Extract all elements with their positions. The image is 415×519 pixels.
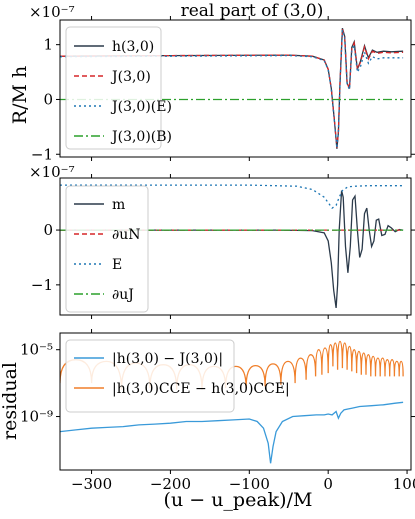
plot-frame-bottom [59, 332, 412, 471]
series-line-1-2 [60, 184, 404, 209]
chart-title: real part of (3,0) [181, 1, 324, 21]
legend-label-0-3: J(3,0)(B) [110, 129, 172, 145]
x-tick-label-2: −100 [229, 475, 270, 493]
x-ticks: −300 −200 −100 0 100 [71, 475, 415, 493]
legend-box-bottom [65, 339, 235, 413]
legend-top: h(3,0) J(3,0) J(3,0)(E) J(3,0)(B) [65, 26, 172, 150]
panel-bottom: residual 10⁻⁹10⁻⁵ |h(3,0) − J(3,0)||h(3,… [0, 329, 415, 511]
x-axis-label: (u − u_peak)/M [164, 489, 313, 511]
legend-label-0-2: J(3,0)(E) [110, 99, 172, 115]
legend-bottom: |h(3,0) − J(3,0)| |h(3,0)CCE − h(3,0)CCE| [65, 339, 290, 413]
x-tick-label-4: 100 [393, 475, 415, 493]
y-tick-label-1-0: −1 [31, 276, 53, 294]
offset-text-middle: ×10⁻⁷ [29, 163, 75, 181]
offset-text-top: ×10⁻⁷ [29, 3, 75, 21]
legend-label-1-1: ∂uN [112, 227, 141, 243]
y-tick-label-2-0: 10⁻⁹ [20, 408, 53, 426]
y-tick-label-0-2: 1 [43, 36, 53, 54]
y-axis-label-bottom: residual [0, 362, 21, 440]
legend-box-middle [65, 185, 149, 313]
y-tick-label-1-1: 0 [43, 221, 53, 239]
panel-top: real part of (3,0) ×10⁻⁷ R/M h −1 0 1 h(3,… [9, 1, 415, 163]
legend-label-1-0: m [112, 197, 125, 213]
legend-label-1-2: E [112, 257, 122, 273]
legend-middle: m ∂uN E ∂uJ [65, 185, 149, 313]
y-tick-label-0-1: 0 [43, 90, 53, 108]
ticks-top: −1 0 1 [31, 16, 415, 163]
y-tick-label-0-0: −1 [31, 145, 53, 163]
plot-frame-middle [59, 177, 412, 316]
series-line-0-2 [60, 29, 404, 149]
legend-label-2-1: |h(3,0)CCE − h(3,0)CCE| [112, 381, 290, 397]
x-tick-label-1: −200 [150, 475, 191, 493]
ticks-bottom: 10⁻⁹ 10⁻⁵ [20, 329, 415, 474]
series-line-2-0 [60, 401, 404, 464]
legend-label-0-1: J(3,0) [110, 69, 151, 85]
legend-label-2-0: |h(3,0) − J(3,0)| [112, 351, 223, 367]
x-tick-label-3: 0 [323, 475, 333, 493]
panel-middle: ×10⁻⁷ −1 0 m ∂uN E ∂uJ [29, 163, 415, 319]
y-tick-label-2-1: 10⁻⁵ [20, 341, 53, 359]
plot-frame-top [59, 19, 412, 158]
legend-box-top [65, 26, 162, 150]
legend-label-0-0: h(3,0) [112, 39, 154, 55]
legend-label-1-3: ∂uJ [112, 287, 134, 303]
x-tick-label-0: −300 [71, 475, 112, 493]
y-axis-label-top: R/M h [9, 66, 31, 124]
series-line-1-0 [60, 190, 404, 308]
ticks-middle: −1 0 [31, 174, 415, 319]
